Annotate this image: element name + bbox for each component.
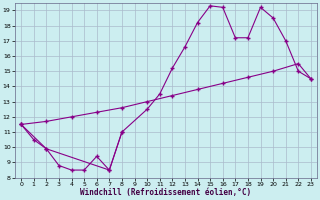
X-axis label: Windchill (Refroidissement éolien,°C): Windchill (Refroidissement éolien,°C) (80, 188, 252, 197)
